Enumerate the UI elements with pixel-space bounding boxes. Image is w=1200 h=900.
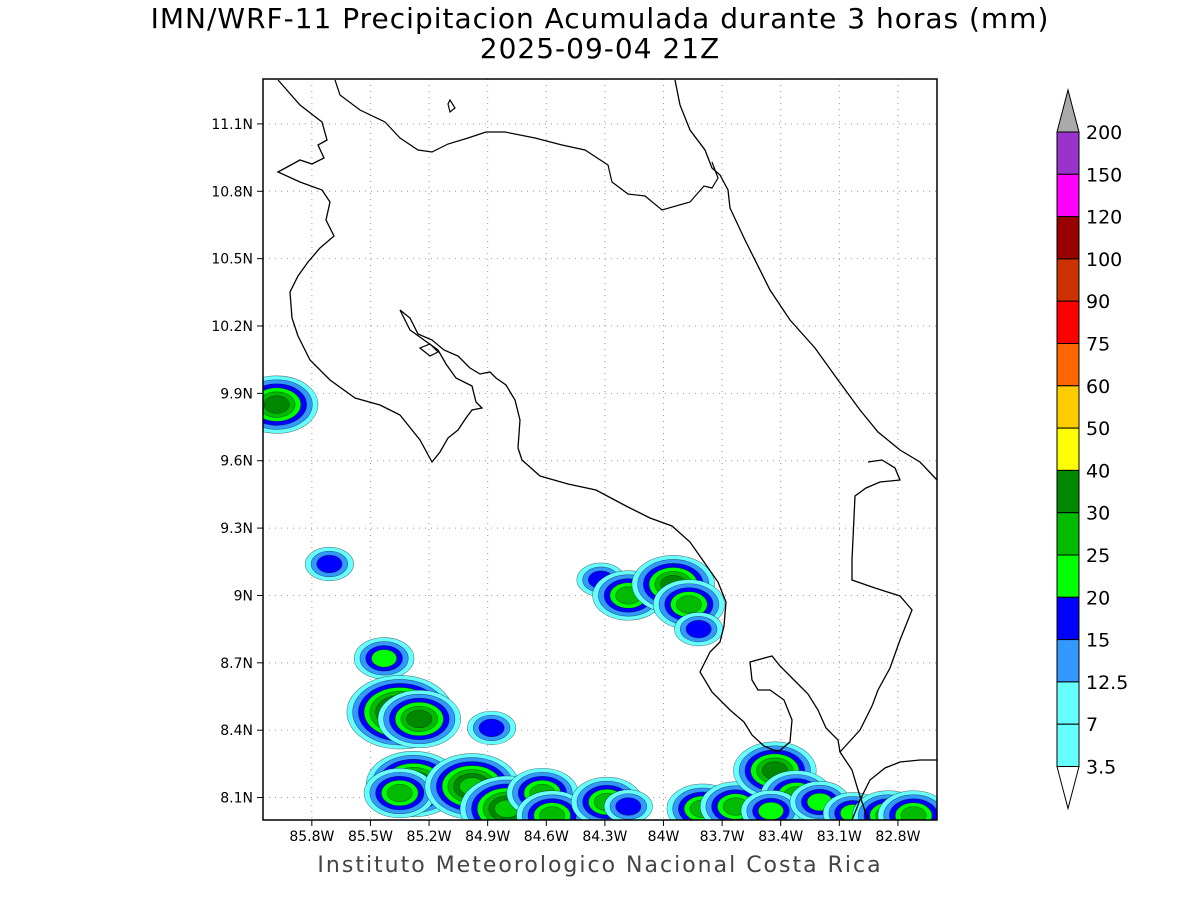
colorbar-label: 30 [1086, 503, 1110, 525]
nicaragua-lake-shore [334, 79, 719, 211]
precip-contour [263, 395, 290, 414]
colorbar-swatch [1056, 596, 1080, 641]
lat-tick-label: 10.2N [211, 319, 253, 335]
colorbar-swatch [1056, 385, 1080, 429]
colorbar-bottom-arrow [1056, 766, 1080, 811]
colorbar-label: 12.5 [1086, 672, 1128, 694]
colorbar-swatch [1056, 512, 1080, 556]
lon-tick-label: 85.5W [348, 829, 393, 845]
colorbar-label: 60 [1086, 376, 1110, 398]
lon-tick-label: 84.3W [582, 829, 627, 845]
colorbar-label: 200 [1086, 122, 1122, 144]
colorbar-label: 25 [1086, 545, 1110, 567]
precip-contour [406, 709, 433, 729]
caribbean-coast [674, 79, 937, 481]
colorbar-swatch [1056, 554, 1080, 598]
lat-tick-label: 9.9N [220, 386, 253, 402]
pacific-coast-north [297, 309, 745, 723]
lat-tick-label: 8.7N [220, 656, 253, 672]
lat-tick-label: 9.3N [220, 521, 253, 537]
lon-tick-label: 85.2W [407, 829, 452, 845]
lat-tick-label: 9N [234, 588, 253, 604]
footer-credit: Instituto Meteorologico Nacional Costa R… [317, 853, 883, 878]
lat-tick-label: 8.4N [220, 723, 253, 739]
map-axes: 11.1N 10.8N 10.5N 10.2N 9.9N 9.6N 9.3N 9N 8.7N 8.… [211, 117, 920, 845]
colorbar-label: 20 [1086, 587, 1110, 609]
nicaragua-border [276, 79, 335, 337]
lat-tick-label: 10.5N [211, 252, 253, 268]
nicoya-island [418, 343, 440, 357]
colorbar-label: 100 [1086, 249, 1122, 271]
colorbar-top-arrow [1056, 88, 1080, 133]
coastline [276, 79, 937, 820]
precip-contour [478, 718, 505, 738]
colorbar-label: 75 [1086, 334, 1110, 356]
colorbar-label: 120 [1086, 207, 1122, 229]
map-subtitle: 2025-09-04 21Z [479, 32, 721, 65]
colorbar-label: 7 [1086, 714, 1098, 736]
lon-tick-label: 85.8W [289, 829, 334, 845]
precip-contour [675, 595, 702, 614]
panama-border [839, 459, 913, 820]
san-juan-island [447, 98, 456, 114]
lon-tick-label: 84W [648, 829, 680, 845]
colorbar-swatch [1056, 681, 1080, 725]
lat-tick-label: 9.6N [220, 454, 253, 470]
precip-contour [386, 783, 413, 803]
lon-tick-label: 84.6W [524, 829, 569, 845]
colorbar-label: 40 [1086, 460, 1110, 482]
colorbar-swatch [1056, 639, 1080, 683]
colorbar-swatch [1056, 216, 1080, 260]
lon-tick-label: 82.8W [875, 829, 920, 845]
colorbar-swatch [1056, 258, 1080, 302]
colorbar-label: 50 [1086, 418, 1110, 440]
precip-contour [615, 797, 642, 816]
lon-tick-label: 83.7W [700, 829, 745, 845]
colorbar-swatch [1056, 131, 1080, 175]
lon-tick-label: 84.9W [465, 829, 510, 845]
colorbar-swatch [1056, 723, 1080, 768]
osa-peninsula [743, 655, 841, 753]
colorbar-swatch [1056, 343, 1080, 387]
precip-contour [316, 554, 343, 574]
map-title: IMN/WRF-11 Precipitacion Acumulada duran… [150, 2, 1050, 35]
lon-tick-label: 83.4W [758, 829, 803, 845]
colorbar-label: 15 [1086, 630, 1110, 652]
precip-contour [900, 806, 927, 820]
chiriqui-coast [851, 759, 937, 820]
lat-tick-label: 10.8N [211, 184, 253, 200]
lat-tick-label: 8.1N [220, 791, 253, 807]
colorbar-label: 150 [1086, 164, 1122, 186]
colorbar-swatch [1056, 469, 1080, 514]
precip-contour [685, 620, 712, 639]
colorbar-label: 3.5 [1086, 757, 1116, 779]
colorbar-swatch [1056, 427, 1080, 471]
precipitation-field [263, 375, 937, 820]
precip-contour [371, 649, 398, 668]
lon-tick-label: 83.1W [817, 829, 862, 845]
colorbar-swatch [1056, 173, 1080, 218]
precip-contour [757, 801, 784, 820]
lat-tick-label: 11.1N [211, 117, 253, 133]
map-frame [262, 78, 938, 821]
colorbar: 200 150 120 100 90 75 60 50 40 30 25 20 15 12.5 7 3.5 [1056, 88, 1128, 811]
precip-contour [539, 806, 566, 820]
colorbar-label: 90 [1086, 291, 1110, 313]
colorbar-swatch [1056, 300, 1080, 345]
